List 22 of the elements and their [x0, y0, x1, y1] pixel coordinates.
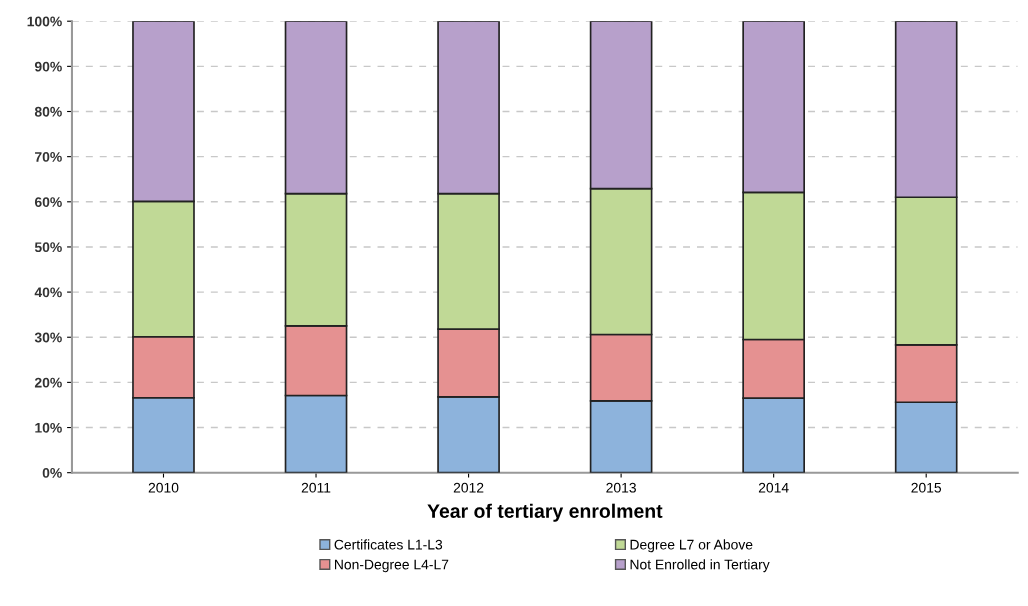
- y-tick-label: 0%: [42, 468, 62, 478]
- y-tick-label: 70%: [35, 151, 62, 162]
- y-tick-label: 20%: [34, 377, 62, 388]
- y-tick-label: 50%: [34, 242, 62, 253]
- y-tick-label: 90%: [34, 61, 62, 72]
- x-tick-label: 2010: [148, 482, 179, 493]
- legend-label: Certificates L1-L3: [334, 539, 443, 550]
- y-tick-label: 80%: [34, 106, 62, 117]
- legend-label: Non-Degree L4-L7: [335, 559, 449, 573]
- x-axis-title: Year of tertiary enrolment: [427, 503, 663, 522]
- x-tick-label: 2013: [606, 482, 636, 493]
- legend-label: Degree L7 or Above: [630, 539, 753, 553]
- y-tick-label: 30%: [34, 332, 62, 343]
- x-tick-label: 2014: [758, 482, 789, 493]
- y-tick-label: 60%: [34, 197, 62, 207]
- x-tick-label: 2015: [911, 482, 942, 493]
- x-tick-label: 2012: [453, 482, 484, 493]
- y-tick-label: 100%: [27, 16, 62, 27]
- legend-label: Not Enrolled in Tertiary: [630, 559, 770, 573]
- y-tick-label: 10%: [35, 422, 62, 433]
- x-tick-label: 2011: [301, 482, 331, 493]
- y-tick-label: 40%: [34, 287, 62, 298]
